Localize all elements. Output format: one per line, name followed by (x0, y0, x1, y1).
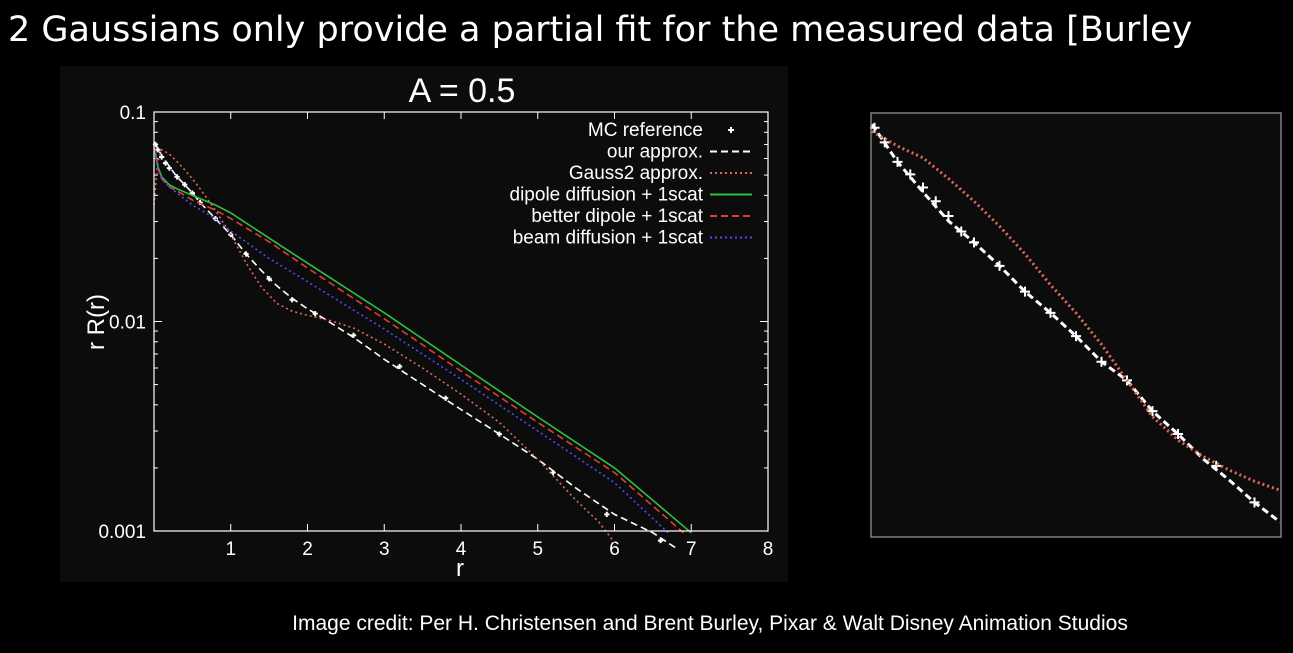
legend-label-dipole-diffusion-1scat: dipole diffusion + 1scat (510, 185, 704, 206)
main-mc-reference-point (604, 511, 610, 518)
main-x-axis-label: r (456, 555, 464, 582)
zoom-series-0-point (1147, 406, 1158, 417)
main-mc-reference-point (182, 182, 188, 188)
x-tick-label: 4 (456, 539, 467, 560)
main-mc-reference-point (174, 174, 180, 180)
main-mc-reference-point (397, 363, 403, 370)
legend-label-better-dipole-1scat: better dipole + 1scat (531, 206, 703, 227)
x-tick-label: 7 (686, 539, 697, 560)
zoom-series-1-line (870, 123, 1281, 524)
legend-label-beam-diffusion-1scat: beam diffusion + 1scat (513, 228, 704, 249)
main-y-axis-label: r R(r) (83, 294, 110, 350)
y-tick-label: 0.1 (120, 103, 146, 124)
x-tick-label: 6 (609, 539, 620, 560)
x-tick-label: 5 (532, 539, 543, 560)
zoom-plot (870, 112, 1282, 538)
x-tick-label: 3 (379, 539, 390, 560)
image-credit: Image credit: Per H. Christensen and Bre… (292, 612, 1128, 635)
main-mc-reference-point (657, 537, 664, 544)
main-mc-reference-point (155, 147, 161, 153)
y-tick-label: 0.001 (98, 522, 146, 543)
zoom-series-0-point (1020, 286, 1030, 297)
main-beam-diffusion-1scat-line (153, 146, 669, 534)
main-mc-reference-point (212, 215, 218, 222)
zoom-series-0-point (1045, 307, 1056, 318)
main-our-approx-line (153, 141, 677, 549)
legend-label-gauss2-approx: Gauss2 approx. (569, 163, 703, 184)
zoom-series-0-point (1071, 331, 1081, 342)
main-plot: A = 0.5 r R(r) r 1 2 3 4 5 6 7 8 0.1 0.01 0.001 MC… (60, 66, 788, 582)
main-plot-frame (153, 111, 769, 532)
x-tick-label: 8 (763, 539, 774, 560)
zoom-series-2-line (871, 129, 1281, 492)
main-mc-reference-point (350, 332, 357, 338)
main-gauss2-approx-line (153, 148, 616, 544)
zoom-series-0-point (956, 226, 967, 237)
main-dipole-diffusion-1scat-line (153, 144, 692, 534)
y-tick-label: 0.01 (109, 313, 146, 334)
main-plot-background (60, 66, 788, 582)
legend-sample-mc-reference (728, 127, 734, 133)
zoom-plot-frame (870, 112, 1282, 538)
slide-title: 2 Gaussians only provide a partial fit f… (8, 10, 1193, 50)
legend-label-our-approx: our approx. (607, 142, 703, 163)
legend-label-mc-reference: MC reference (588, 120, 703, 141)
main-plot-title: A = 0.5 (409, 72, 516, 110)
zoom-series-0-point (1173, 429, 1183, 440)
x-tick-label: 2 (302, 539, 313, 560)
x-tick-label: 1 (225, 539, 236, 560)
